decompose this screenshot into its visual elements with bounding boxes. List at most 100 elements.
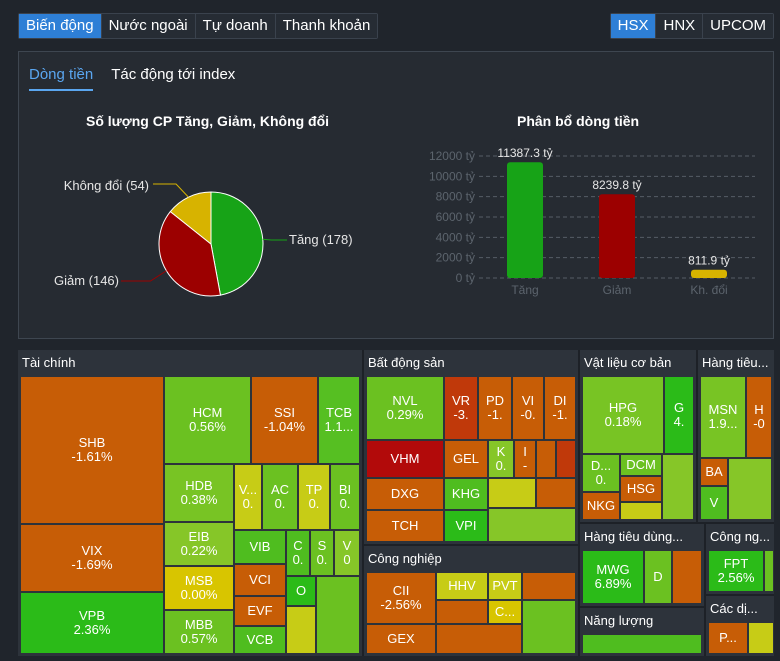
pie-chart: Tăng (178) Giảm (146) Không đổi (54) (54, 178, 353, 297)
tile-vhm[interactable]: VHM (366, 440, 444, 478)
tile-vcb[interactable]: VCB (234, 626, 286, 654)
tile-mbb[interactable]: MBB 0.57% (164, 610, 234, 654)
tile-hpg[interactable]: HPG 0.18% (582, 376, 664, 454)
tile-vci[interactable]: VCI (234, 564, 286, 596)
tile-pvt[interactable]: PVT (488, 572, 522, 600)
bar-2[interactable] (691, 269, 727, 278)
sector-vat-lieu-co-ban[interactable]: Vật liệu cơ bản HPG 0.18% G 4. D... 0. DCM … (580, 350, 696, 522)
tile-d1[interactable]: D... 0. (582, 454, 620, 492)
tile-vl-a[interactable] (662, 454, 694, 520)
tile-nl-a[interactable] (582, 634, 702, 654)
tab-nuoc-ngoai[interactable]: Nước ngoài (101, 14, 196, 38)
tile-khg[interactable]: KHG (444, 478, 488, 510)
sector-hang-tieu-dung[interactable]: Hàng tiêu dùng... MWG 6.89% D (580, 524, 704, 606)
tile-bds-c[interactable] (488, 478, 536, 508)
tile-c3[interactable]: C... (488, 600, 522, 624)
tile-small-fin[interactable] (316, 576, 360, 654)
tile-mwg[interactable]: MWG 6.89% (582, 550, 644, 604)
tile-hdb[interactable]: HDB 0.38% (164, 464, 234, 522)
tile-vix[interactable]: VIX -1.69% (20, 524, 164, 592)
tile-gex[interactable]: GEX (366, 624, 436, 654)
tile-i[interactable]: I- (514, 440, 536, 478)
tile-evf[interactable]: EVF (234, 596, 286, 626)
tile-vib[interactable]: VIB (234, 530, 286, 564)
tile-bi[interactable]: BI 0. (330, 464, 360, 530)
tile-cn-b[interactable] (436, 600, 488, 624)
sector-bat-dong-san[interactable]: Bất động sản NVL 0.29% VR -3. PD -1. VI -0. … (364, 350, 578, 544)
tile-shb[interactable]: SHB -1.61% (20, 376, 164, 524)
tile-o[interactable]: O (286, 576, 316, 606)
tile-pd[interactable]: PD -1. (478, 376, 512, 440)
tile-fpt[interactable]: FPT 2.56% (708, 550, 764, 592)
tile-c[interactable]: C 0. (286, 530, 310, 576)
tile-cii[interactable]: CII -2.56% (366, 572, 436, 624)
tile-bds-a[interactable] (536, 440, 556, 478)
bar-category-label-1: Giảm (603, 283, 632, 297)
sector-cong-nghe[interactable]: Công ng... FPT 2.56% (706, 524, 774, 594)
tile-gel[interactable]: GEL (444, 440, 488, 478)
tile-tcb[interactable]: TCB 1.1... (318, 376, 360, 464)
tile-cn-c[interactable] (522, 600, 576, 654)
bar-0[interactable] (507, 162, 543, 278)
tile-htd-a[interactable] (672, 550, 702, 604)
tab-upcom[interactable]: UPCOM (703, 14, 773, 38)
tile-ht-a[interactable] (728, 458, 772, 520)
tile-cn-a[interactable] (522, 572, 576, 600)
tab-bien-dong[interactable]: Biến động (19, 14, 102, 38)
tile-nvl[interactable]: NVL 0.29% (366, 376, 444, 440)
tile-ac[interactable]: AC 0. (262, 464, 298, 530)
tile-s[interactable]: S 0. (310, 530, 334, 576)
tile-tp[interactable]: TP 0. (298, 464, 330, 530)
tile-cn-d[interactable] (436, 624, 522, 654)
pie-slice-0[interactable] (210, 191, 264, 296)
tile-vr[interactable]: VR -3. (444, 376, 478, 440)
tile-v3[interactable]: V (700, 486, 728, 520)
tile-vpi[interactable]: VPI (444, 510, 488, 542)
tile-k[interactable]: K 0. (488, 440, 514, 478)
tile-hsg[interactable]: HSG (620, 476, 662, 502)
tile-eib[interactable]: EIB 0.22% (164, 522, 234, 566)
pie-slice-1[interactable] (158, 210, 222, 297)
tile-dxg[interactable]: DXG (366, 478, 444, 510)
tile-d2[interactable]: D (644, 550, 672, 604)
tile-hhv[interactable]: HHV (436, 572, 488, 600)
sector-hang-tieu[interactable]: Hàng tiêu... MSN 1.9... H -0 BA V (698, 350, 774, 522)
tile-small-fin2[interactable] (286, 606, 316, 654)
tile-dcm[interactable]: DCM (620, 454, 662, 476)
sector-nang-luong[interactable]: Năng lượng (580, 608, 704, 656)
bar-chart: 0 tỷ 2000 tỷ 4000 tỷ 6000 tỷ 8000 tỷ 10000 tỷ… (429, 146, 755, 297)
bar-1[interactable] (599, 194, 635, 278)
tile-v1[interactable]: V... 0. (234, 464, 262, 530)
tile-nkg[interactable]: NKG (582, 492, 620, 520)
sector-tai-chinh[interactable]: Tài chính SHB -1.61% VIX -1.69% VPB 2.36% H… (18, 350, 362, 656)
tile-ssi[interactable]: SSI -1.04% (251, 376, 318, 464)
tab-tu-doanh[interactable]: Tự doanh (195, 14, 276, 38)
tile-cng-a[interactable] (764, 550, 774, 592)
tile-p[interactable]: P... (708, 622, 748, 654)
tile-hcm[interactable]: HCM 0.56% (164, 376, 251, 464)
tile-ba[interactable]: BA (700, 458, 728, 486)
tile-bds-e[interactable] (488, 508, 576, 542)
subtab-dong-tien[interactable]: Dòng tiền (29, 66, 94, 91)
subtab-tac-dong[interactable]: Tác động tới index (111, 66, 236, 83)
tab-hsx[interactable]: HSX (610, 14, 657, 38)
pie-label-2: Không đổi (54) (64, 178, 149, 193)
sector-cong-nghiep[interactable]: Công nghiệp CII -2.56% HHV PVT C... GEX (364, 546, 578, 656)
tile-tch[interactable]: TCH (366, 510, 444, 542)
tab-thanh-khoan[interactable]: Thanh khoản (275, 14, 378, 38)
tile-msn[interactable]: MSN 1.9... (700, 376, 746, 458)
tile-vpb[interactable]: VPB 2.36% (20, 592, 164, 654)
tile-vi[interactable]: VI -0. (512, 376, 544, 440)
tile-bds-d[interactable] (536, 478, 576, 508)
tile-h[interactable]: H -0 (746, 376, 772, 458)
sector-cac-dich-vu[interactable]: Các dị... P... (706, 596, 774, 656)
tile-g[interactable]: G 4. (664, 376, 694, 454)
tile-cdv-a[interactable] (748, 622, 774, 654)
tile-msb[interactable]: MSB 0.00% (164, 566, 234, 610)
tile-di[interactable]: DI -1. (544, 376, 576, 440)
tab-hnx[interactable]: HNX (656, 14, 704, 38)
tile-vl-b[interactable] (620, 502, 662, 520)
tile-bds-b[interactable] (556, 440, 576, 478)
pie-slice-2[interactable] (169, 191, 212, 246)
